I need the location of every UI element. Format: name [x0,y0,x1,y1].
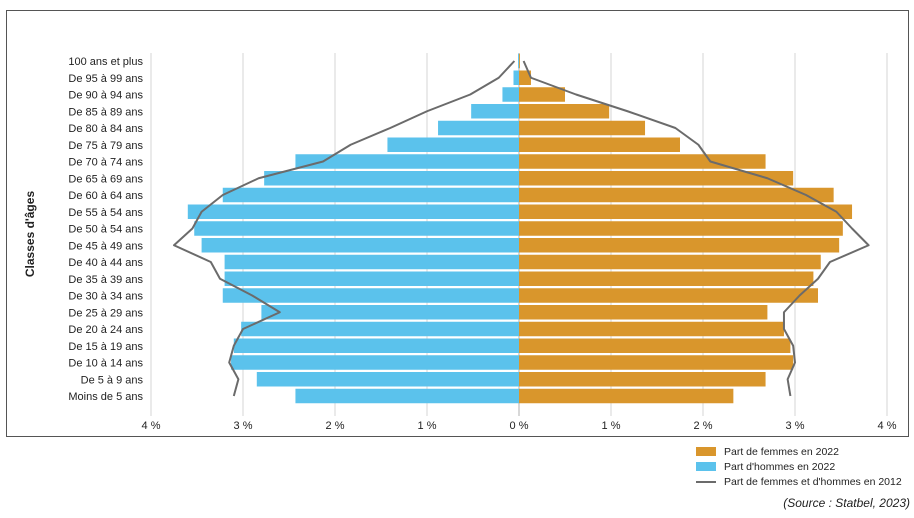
male-bar [241,321,519,337]
category-label: De 30 à 34 ans [68,291,143,303]
legend-swatch-male [696,462,716,471]
x-tick-label: 4 % [878,420,897,432]
category-label: De 50 à 54 ans [68,224,143,236]
category-label: De 40 à 44 ans [68,257,143,269]
male-bar [261,305,519,320]
x-tick-label: 1 % [602,420,621,432]
population-pyramid-chart: 100 ans et plus De 95 à 99 ans De 90 à 94 … [23,53,897,432]
female-bar [519,321,784,337]
category-label: De 5 à 9 ans [81,374,144,386]
female-bar [519,187,834,203]
category-label: De 45 à 49 ans [68,240,143,252]
category-label: De 10 à 14 ans [68,358,143,370]
male-bar [194,221,520,236]
female-bar [519,355,794,370]
female-bar [519,104,610,119]
male-bar [222,288,519,303]
legend-label-female: Part de femmes en 2022 [724,445,839,458]
female-bar [519,338,791,353]
female-bar [519,120,646,136]
male-bar [438,120,519,136]
female-bar [519,221,843,236]
male-bar [233,338,520,353]
y-tick-labels: 100 ans et plus De 95 à 99 ans De 90 à 94 … [68,56,143,403]
female-bar [519,70,531,85]
female-bar [519,288,818,303]
x-tick-label: 2 % [694,420,713,432]
category-label: De 20 à 24 ans [68,324,143,336]
legend-label-2012: Part de femmes et d'hommes en 2012 [724,475,902,488]
x-tick-label: 0 % [510,420,529,432]
category-label: De 75 à 79 ans [68,140,143,152]
legend: Part de femmes en 2022 Part d'hommes en … [696,444,914,489]
category-label: De 80 à 84 ans [68,123,143,135]
male-bar [513,70,519,85]
category-label: De 85 à 89 ans [68,106,143,118]
source-note: (Source : Statbel, 2023) [783,496,910,510]
male-bar [224,271,519,286]
male-bar [222,187,519,203]
female-bar [519,154,766,169]
female-bar [519,137,680,152]
female-bar [519,171,794,186]
male-bar [224,254,519,270]
legend-item-female: Part de femmes en 2022 [696,444,914,459]
x-tick-label: 3 % [234,420,253,432]
female-bar [519,388,734,404]
x-tick-label: 4 % [142,420,161,432]
legend-item-male: Part d'hommes en 2022 [696,459,914,474]
female-bar [519,271,814,286]
male-2012-line [173,60,516,397]
male-bar [518,53,519,69]
category-label: De 35 à 39 ans [68,274,143,286]
category-label: De 60 à 64 ans [68,190,143,202]
bars [187,53,853,404]
category-label: De 70 à 74 ans [68,157,143,169]
male-bar [201,238,519,253]
category-label: De 90 à 94 ans [68,90,143,102]
male-bar [502,87,519,102]
x-tick-labels: 4 % 3 % 2 % 1 % 0 % 1 % 2 % 3 % 4 % [142,420,897,432]
female-bar [519,372,766,387]
x-tick-label: 1 % [418,420,437,432]
legend-label-male: Part d'hommes en 2022 [724,460,836,473]
category-label: De 55 à 54 ans [68,207,143,219]
male-bar [295,388,519,404]
female-bar [519,238,840,253]
category-label: De 95 à 99 ans [68,73,143,85]
category-label: De 15 à 19 ans [68,341,143,353]
x-tick-label: 3 % [786,420,805,432]
male-bar [295,154,519,169]
male-bar [471,104,519,119]
legend-item-2012: Part de femmes et d'hommes en 2012 [696,474,914,489]
category-label: 100 ans et plus [68,56,143,68]
male-bar [256,372,519,387]
lines-2012 [173,60,870,397]
female-bar [519,53,520,69]
category-label: De 25 à 29 ans [68,307,143,319]
legend-swatch-female [696,447,716,456]
male-bar [264,171,519,186]
female-bar [519,87,565,102]
male-bar [187,204,520,219]
chart-frame: 100 ans et plus De 95 à 99 ans De 90 à 94 … [6,10,909,437]
female-bar [519,204,853,219]
x-tick-label: 2 % [326,420,345,432]
female-bar [519,254,821,270]
male-bar [231,355,520,370]
y-axis-title: Classes d'âges [23,191,37,278]
female-2012-line [522,60,870,397]
category-label: Moins de 5 ans [68,391,143,403]
category-label: De 65 à 69 ans [68,173,143,185]
male-bar [387,137,519,152]
female-bar [519,305,768,320]
legend-swatch-2012 [696,480,716,483]
